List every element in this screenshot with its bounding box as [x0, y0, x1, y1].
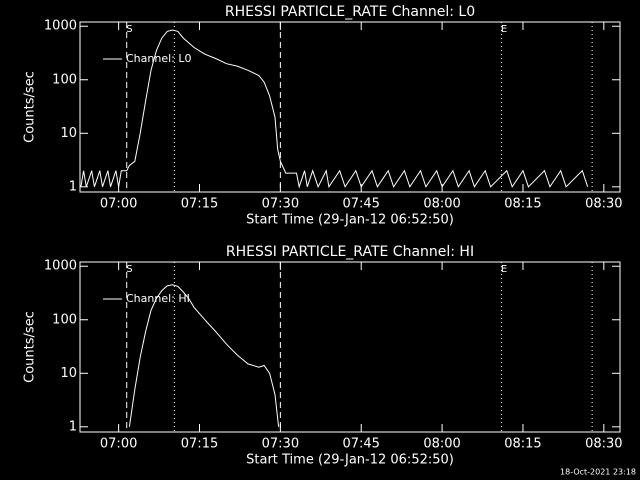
y-axis-label: Counts/sec: [23, 71, 38, 143]
y-tick-label: 1000: [44, 19, 77, 34]
y-tick-label: 1: [69, 179, 77, 194]
x-tick-label: 08:00: [423, 437, 460, 452]
legend-label: Channel: HI: [126, 292, 190, 305]
annotation: E: [501, 264, 507, 275]
x-tick-label: 08:00: [423, 197, 460, 212]
x-tick-label: 07:30: [262, 197, 299, 212]
x-tick-label: 08:30: [585, 197, 622, 212]
footer: 18-Oct-2021 23:18: [560, 468, 636, 477]
chart-title: RHESSI PARTICLE_RATE Channel: L0: [225, 4, 475, 20]
series-line: [128, 284, 280, 427]
y-tick-label: 1000: [44, 259, 77, 274]
x-tick-label: 08:30: [585, 437, 622, 452]
legend-label: Channel: L0: [126, 52, 192, 65]
y-tick-label: 100: [52, 72, 77, 87]
y-tick-label: 1: [69, 419, 77, 434]
x-tick-label: 07:45: [342, 197, 379, 212]
y-tick-label: 100: [52, 312, 77, 327]
x-tick-label: 07:00: [100, 437, 137, 452]
y-tick-label: 10: [60, 126, 77, 141]
y-axis-label: Counts/sec: [23, 311, 38, 383]
x-tick-label: 07:15: [181, 437, 218, 452]
x-tick-label: 08:15: [504, 197, 541, 212]
annotation: S: [126, 24, 132, 35]
series-line: [80, 29, 589, 189]
annotation: S: [126, 264, 132, 275]
plot-frame: [79, 261, 621, 433]
x-tick-label: 08:15: [504, 437, 541, 452]
x-tick-label: 07:30: [262, 437, 299, 452]
x-tick-label: 07:45: [342, 437, 379, 452]
x-axis-label: Start Time (29-Jan-12 06:52:50): [246, 213, 454, 228]
chart-title: RHESSI PARTICLE_RATE Channel: HI: [226, 244, 474, 260]
annotation: E: [501, 24, 507, 35]
x-tick-label: 07:00: [100, 197, 137, 212]
x-axis-label: Start Time (29-Jan-12 06:52:50): [246, 453, 454, 468]
x-tick-label: 07:15: [181, 197, 218, 212]
y-tick-label: 10: [60, 366, 77, 381]
plot-frame: [79, 21, 621, 193]
